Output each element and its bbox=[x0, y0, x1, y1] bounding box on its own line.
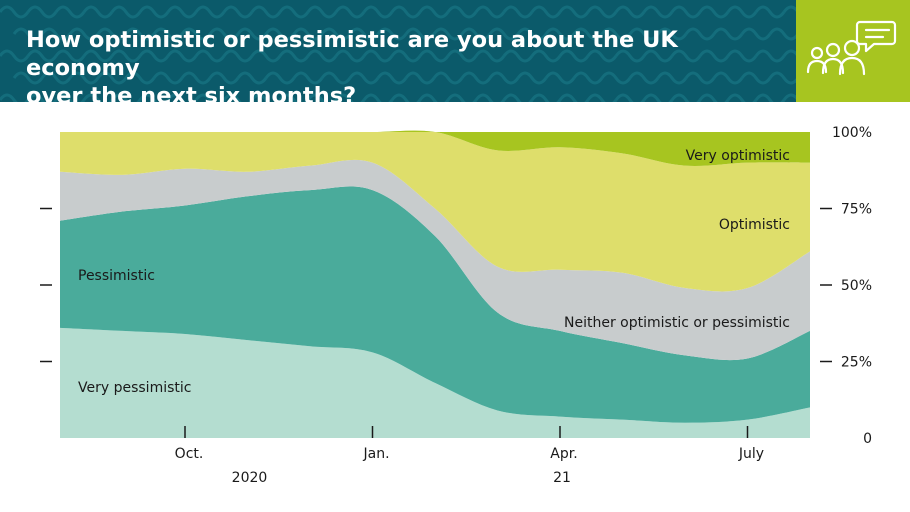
badge bbox=[796, 0, 910, 102]
area-pessimistic bbox=[60, 186, 810, 423]
stacked-areas bbox=[60, 130, 810, 438]
title-line-1: How optimistic or pessimistic are you ab… bbox=[26, 27, 678, 81]
y-tick-label: 100% bbox=[832, 125, 872, 141]
label-optimistic: Optimistic bbox=[719, 217, 790, 233]
area-neither-optimistic-or-pessimistic bbox=[60, 159, 810, 361]
people-speech-bubble-icon bbox=[806, 20, 897, 76]
chart-area: Very optimistic Optimistic Neither optim… bbox=[40, 125, 872, 486]
label-neither: Neither optimistic or pessimistic bbox=[564, 315, 790, 331]
title-line-2: over the next six months? bbox=[26, 83, 357, 102]
x-year-label: 21 bbox=[553, 470, 571, 486]
area-very-optimistic bbox=[60, 130, 810, 167]
y-tick-label: 75% bbox=[841, 202, 872, 218]
x-tick-label: Apr. bbox=[550, 446, 577, 462]
x-axis: Oct. Jan. Apr. July 2020 21 bbox=[175, 426, 764, 486]
y-tick-label: 50% bbox=[841, 278, 872, 294]
x-year-label: 2020 bbox=[232, 470, 268, 486]
y-tick-label: 0 bbox=[863, 431, 872, 447]
label-very-optimistic: Very optimistic bbox=[686, 148, 790, 164]
y-axis: 0 25% 50% 75% 100% bbox=[40, 125, 872, 447]
y-tick-label: 25% bbox=[841, 355, 872, 371]
label-pessimistic: Pessimistic bbox=[78, 268, 155, 284]
area-very-pessimistic bbox=[60, 327, 810, 438]
area-optimistic bbox=[60, 130, 810, 292]
header-banner: How optimistic or pessimistic are you ab… bbox=[0, 0, 796, 102]
series-labels: Very optimistic Optimistic Neither optim… bbox=[78, 148, 790, 396]
x-tick-label: July bbox=[738, 446, 764, 462]
x-tick-label: Oct. bbox=[175, 446, 204, 462]
wave-pattern bbox=[0, 5, 796, 102]
chart-title: How optimistic or pessimistic are you ab… bbox=[26, 26, 786, 102]
x-tick-label: Jan. bbox=[362, 446, 389, 462]
label-very-pessimistic: Very pessimistic bbox=[78, 380, 191, 396]
